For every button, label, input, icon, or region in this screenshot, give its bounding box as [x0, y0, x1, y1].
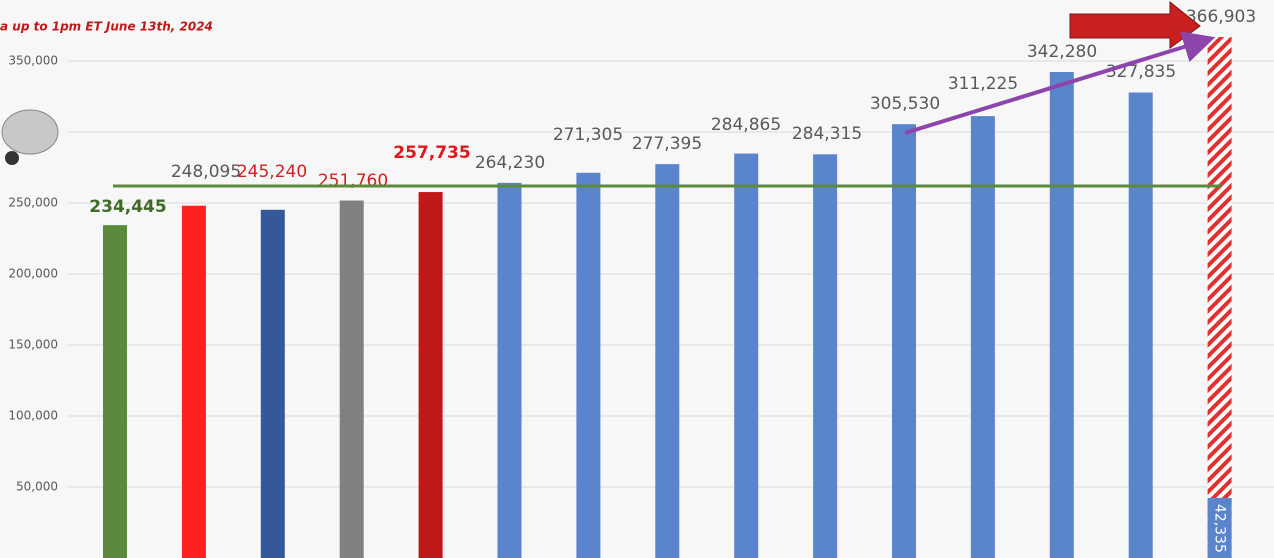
- value-label: 264,230: [475, 153, 545, 173]
- y-tick-label: 100,000: [8, 409, 58, 423]
- value-label: 248,095: [171, 162, 241, 182]
- bar: [970, 116, 995, 558]
- y-tick-label: 150,000: [8, 338, 58, 352]
- value-label: 366,903: [1186, 7, 1256, 27]
- y-tick-label: 50,000: [16, 480, 58, 494]
- value-label: 327,835: [1106, 62, 1176, 82]
- bar: [813, 154, 838, 558]
- bar: [181, 205, 206, 558]
- current-label: 42,335: [1212, 504, 1228, 553]
- value-label: 257,735: [393, 143, 470, 163]
- bar: [655, 164, 680, 558]
- bar: [339, 200, 364, 558]
- trend-arrow: [904, 31, 1216, 135]
- current-bar: [1207, 497, 1232, 558]
- y-tick-label: 200,000: [8, 267, 58, 281]
- bar: [497, 182, 522, 558]
- bar: [103, 225, 127, 558]
- value-label: 284,865: [711, 115, 781, 135]
- value-label: 277,395: [632, 134, 702, 154]
- bar: [1207, 37, 1232, 558]
- bar: [576, 172, 601, 558]
- bar: [892, 124, 916, 558]
- value-label: 311,225: [948, 74, 1018, 94]
- value-label: 234,445: [89, 197, 166, 217]
- value-label: 245,240: [237, 162, 307, 182]
- subtitle: a up to 1pm ET June 13th, 2024: [0, 20, 213, 34]
- value-label: 251,760: [318, 171, 388, 191]
- y-tick-label: 350,000: [8, 54, 58, 68]
- bar: [418, 192, 443, 558]
- y-tick-label: 250,000: [8, 196, 58, 210]
- value-label: 271,305: [553, 125, 623, 145]
- bar: [734, 153, 759, 558]
- bar: [260, 209, 285, 558]
- value-label: 305,530: [870, 94, 940, 114]
- wolf-icon: [1, 109, 59, 165]
- value-label: 284,315: [792, 124, 862, 144]
- bar: [1049, 72, 1074, 558]
- value-label: 342,280: [1027, 42, 1097, 62]
- bar: [1128, 92, 1153, 558]
